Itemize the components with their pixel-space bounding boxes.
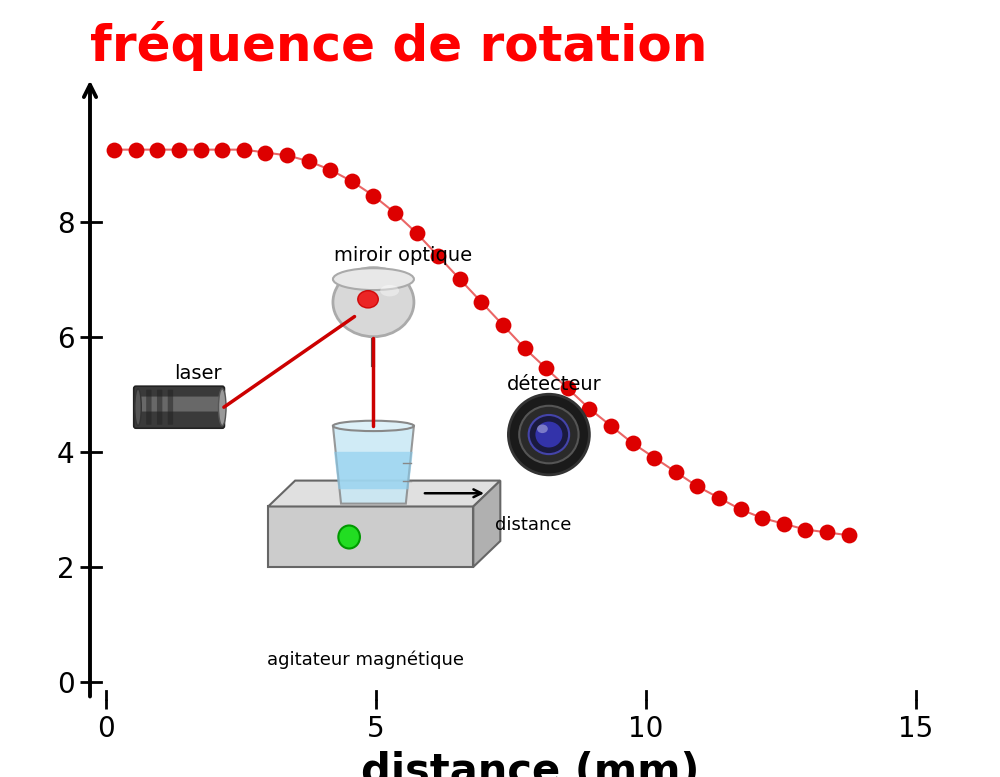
Point [322,164,338,176]
Point [776,517,792,530]
Point [841,529,857,542]
FancyBboxPatch shape [157,389,162,425]
Point [711,492,727,504]
Polygon shape [473,481,500,567]
X-axis label: distance (mm): distance (mm) [361,751,699,777]
Point [301,155,317,167]
Point [495,319,511,332]
Text: laser: laser [174,364,222,383]
Point [236,144,252,156]
Point [279,149,295,162]
FancyBboxPatch shape [168,389,173,425]
Ellipse shape [537,424,548,433]
Point [149,144,165,156]
Point [581,402,597,415]
Point [430,250,446,263]
Polygon shape [333,426,414,503]
Point [517,342,533,354]
FancyBboxPatch shape [146,389,152,425]
Point [257,146,273,159]
Point [625,437,641,449]
Point [646,451,662,464]
Ellipse shape [535,422,562,448]
Ellipse shape [508,394,589,475]
Polygon shape [268,481,500,507]
Point [214,144,230,156]
Point [733,503,749,516]
Point [171,144,187,156]
Point [603,420,619,432]
Ellipse shape [333,267,414,336]
Ellipse shape [380,285,399,296]
Point [387,207,403,219]
Point [452,273,468,285]
Point [560,382,576,395]
FancyBboxPatch shape [134,386,224,428]
Circle shape [338,525,360,549]
FancyBboxPatch shape [136,396,222,412]
Ellipse shape [529,415,569,454]
Ellipse shape [218,388,226,426]
Ellipse shape [358,291,378,308]
Point [473,296,489,308]
Ellipse shape [519,406,579,463]
Point [689,480,705,493]
Ellipse shape [135,388,141,426]
Text: fréquence de rotation: fréquence de rotation [90,21,707,71]
Text: agitateur magnétique: agitateur magnétique [267,651,464,670]
Text: miroir optique: miroir optique [334,246,472,265]
Point [193,144,209,156]
Polygon shape [334,451,413,490]
Point [365,190,381,202]
Text: détecteur: détecteur [507,375,602,394]
Point [819,526,835,538]
Point [409,227,425,239]
Text: distance: distance [495,517,571,535]
Point [754,512,770,524]
Point [668,465,684,478]
Ellipse shape [333,420,414,431]
Point [344,175,360,187]
Point [538,362,554,375]
Point [128,144,144,156]
Polygon shape [268,507,473,567]
Point [797,523,813,535]
Ellipse shape [333,268,414,290]
Point [106,144,122,156]
